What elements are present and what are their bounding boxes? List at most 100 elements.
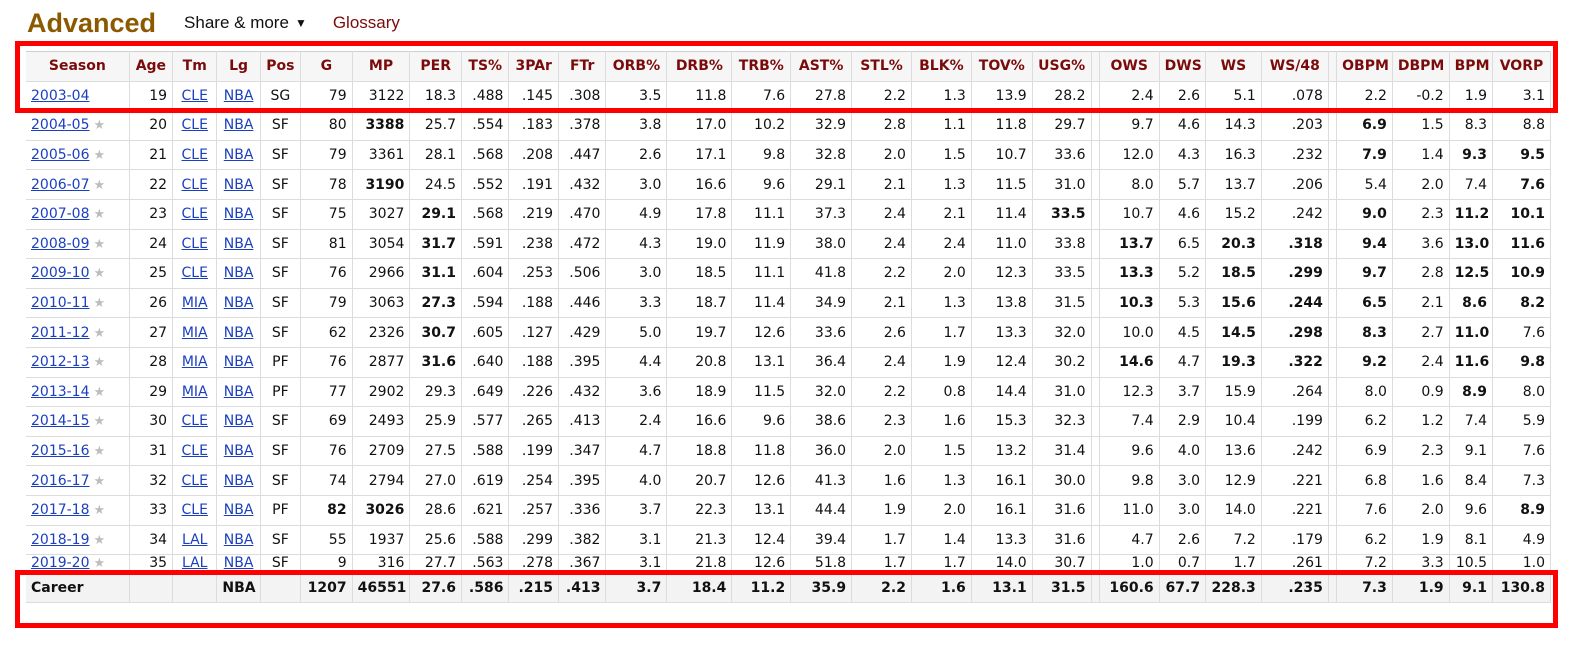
season-link[interactable]: 2015-16 — [31, 443, 90, 460]
column-header[interactable]: MP — [352, 51, 411, 82]
league-link[interactable]: NBA — [223, 383, 254, 400]
league-link[interactable]: NBA — [223, 472, 254, 489]
lg-cell[interactable]: NBA — [216, 140, 261, 171]
column-header[interactable]: TOV% — [971, 51, 1033, 82]
column-header[interactable]: PER — [409, 51, 462, 82]
column-header[interactable]: ORB% — [605, 51, 668, 82]
league-link[interactable]: NBA — [223, 206, 254, 223]
season-cell[interactable]: 2008-09 ★ — [26, 229, 130, 260]
league-link[interactable]: NBA — [223, 354, 254, 371]
season-cell[interactable]: 2011-12 ★ — [26, 317, 130, 348]
league-link[interactable]: NBA — [223, 117, 254, 134]
season-link[interactable]: 2009-10 — [31, 265, 90, 282]
column-header[interactable]: Lg — [216, 51, 261, 82]
season-cell[interactable]: 2012-13 ★ — [26, 347, 130, 378]
team-link[interactable]: CLE — [181, 413, 208, 430]
lg-cell[interactable]: NBA — [216, 288, 261, 319]
team-link[interactable]: CLE — [181, 502, 208, 519]
season-cell[interactable]: 2003-04 — [26, 81, 130, 112]
league-link[interactable]: NBA — [223, 443, 254, 460]
tm-cell[interactable]: CLE — [172, 81, 218, 112]
column-header[interactable]: OWS — [1099, 51, 1160, 82]
team-link[interactable]: LAL — [181, 531, 208, 548]
lg-cell[interactable]: NBA — [216, 110, 261, 141]
season-link[interactable]: 2014-15 — [31, 413, 90, 430]
team-link[interactable]: LAL — [181, 555, 208, 572]
season-link[interactable]: 2013-14 — [31, 383, 90, 400]
lg-cell[interactable]: NBA — [216, 199, 261, 230]
season-link[interactable]: 2007-08 — [31, 206, 90, 223]
tm-cell[interactable]: CLE — [172, 229, 218, 260]
season-cell[interactable]: 2018-19 ★ — [26, 525, 130, 556]
column-header[interactable]: BLK% — [911, 51, 972, 82]
league-link[interactable]: NBA — [223, 265, 254, 282]
team-link[interactable]: MIA — [181, 354, 208, 371]
column-header[interactable]: Pos — [260, 51, 302, 82]
tm-cell[interactable]: CLE — [172, 436, 218, 467]
team-link[interactable]: MIA — [181, 383, 208, 400]
column-header[interactable]: WS — [1205, 51, 1262, 82]
season-link[interactable]: 2005-06 — [31, 147, 90, 164]
team-link[interactable]: CLE — [181, 265, 208, 282]
column-header[interactable]: Age — [129, 51, 174, 82]
column-header[interactable]: DRB% — [666, 51, 733, 82]
season-cell[interactable]: 2007-08 ★ — [26, 199, 130, 230]
season-cell[interactable]: 2016-17 ★ — [26, 465, 130, 496]
season-cell[interactable]: 2014-15 ★ — [26, 406, 130, 437]
season-link[interactable]: 2018-19 — [31, 531, 90, 548]
season-cell[interactable]: 2017-18 ★ — [26, 495, 130, 526]
tm-cell[interactable]: LAL — [172, 525, 218, 556]
lg-cell[interactable]: NBA — [216, 377, 261, 408]
team-link[interactable]: CLE — [181, 147, 208, 164]
league-link[interactable]: NBA — [223, 295, 254, 312]
column-header[interactable]: TRB% — [731, 51, 792, 82]
league-link[interactable]: NBA — [223, 87, 254, 104]
team-link[interactable]: MIA — [181, 295, 208, 312]
team-link[interactable]: CLE — [181, 235, 208, 252]
tm-cell[interactable]: CLE — [172, 495, 218, 526]
column-header[interactable]: BPM — [1449, 51, 1493, 82]
season-link[interactable]: 2004-05 — [31, 117, 90, 134]
lg-cell[interactable]: NBA — [216, 525, 261, 556]
season-link[interactable]: 2011-12 — [31, 324, 90, 341]
tm-cell[interactable]: CLE — [172, 258, 218, 289]
tm-cell[interactable]: CLE — [172, 465, 218, 496]
lg-cell[interactable]: NBA — [216, 81, 261, 112]
column-header[interactable]: OBPM — [1336, 51, 1393, 82]
tm-cell[interactable]: MIA — [172, 288, 218, 319]
lg-cell[interactable]: NBA — [216, 465, 261, 496]
tm-cell[interactable]: CLE — [172, 140, 218, 171]
team-link[interactable]: CLE — [181, 472, 208, 489]
season-cell[interactable]: 2009-10 ★ — [26, 258, 130, 289]
season-link[interactable]: 2003-04 — [31, 87, 90, 104]
tm-cell[interactable]: MIA — [172, 377, 218, 408]
season-link[interactable]: 2016-17 — [31, 472, 90, 489]
column-header[interactable]: G — [300, 51, 353, 82]
column-header[interactable]: DBPM — [1392, 51, 1450, 82]
lg-cell[interactable]: NBA — [216, 229, 261, 260]
column-header[interactable]: DWS — [1159, 51, 1207, 82]
season-link[interactable]: 2006-07 — [31, 176, 90, 193]
column-header[interactable]: USG% — [1032, 51, 1092, 82]
season-link[interactable]: 2010-11 — [31, 295, 90, 312]
team-link[interactable]: CLE — [181, 206, 208, 223]
league-link[interactable]: NBA — [223, 555, 254, 572]
column-header[interactable]: Tm — [172, 51, 218, 82]
tm-cell[interactable]: CLE — [172, 169, 218, 200]
column-header[interactable]: Season — [26, 51, 130, 82]
column-header[interactable]: AST% — [790, 51, 853, 82]
season-link[interactable]: 2008-09 — [31, 235, 90, 252]
lg-cell[interactable]: NBA — [216, 436, 261, 467]
league-link[interactable]: NBA — [223, 235, 254, 252]
season-link[interactable]: 2019-20 — [31, 555, 90, 572]
lg-cell[interactable]: NBA — [216, 495, 261, 526]
season-link[interactable]: 2017-18 — [31, 502, 90, 519]
column-header[interactable]: WS/48 — [1261, 51, 1329, 82]
column-header[interactable]: TS% — [461, 51, 510, 82]
league-link[interactable]: NBA — [223, 502, 254, 519]
season-cell[interactable]: 2010-11 ★ — [26, 288, 130, 319]
season-cell[interactable]: 2019-20 ★ — [26, 554, 130, 574]
tm-cell[interactable]: CLE — [172, 110, 218, 141]
team-link[interactable]: CLE — [181, 443, 208, 460]
tm-cell[interactable]: CLE — [172, 199, 218, 230]
